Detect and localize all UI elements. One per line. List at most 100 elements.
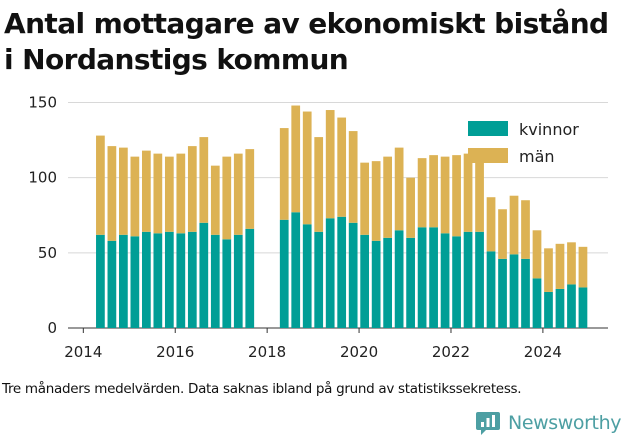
bar-man-2024-11 xyxy=(578,246,588,288)
legend-swatch-man xyxy=(468,148,508,163)
bar-man-2022-02 xyxy=(452,155,461,237)
bar-kvinnor-2019-02 xyxy=(314,231,324,328)
bar-kvinnor-2016-05 xyxy=(187,231,197,328)
bar-kvinnor-2023-11 xyxy=(532,278,542,328)
bar-kvinnor-2024-08 xyxy=(567,284,576,328)
bar-kvinnor-2024-11 xyxy=(578,287,588,328)
bar-kvinnor-2016-11 xyxy=(210,234,220,328)
bar-kvinnor-2015-05 xyxy=(141,231,151,328)
bar-kvinnor-2020-05 xyxy=(371,240,381,328)
brand-name: Newsworthy xyxy=(508,412,622,434)
bar-man-2019-08 xyxy=(337,117,347,217)
bar-man-2023-05 xyxy=(509,195,519,255)
bar-man-2018-08 xyxy=(291,105,301,213)
bar-kvinnor-2018-08 xyxy=(291,212,301,328)
bar-man-2021-08 xyxy=(429,155,438,228)
x-tick-label-2020: 2020 xyxy=(340,343,378,361)
bar-kvinnor-2022-08 xyxy=(475,231,484,328)
bar-kvinnor-2024-02 xyxy=(544,291,553,328)
bar-man-2022-05 xyxy=(463,153,473,232)
chart-title: Antal mottagare av ekonomiskt bistånd i … xyxy=(4,6,629,78)
newsworthy-logo-icon xyxy=(476,412,500,435)
chart-caption: Tre månaders medelvärden. Data saknas ib… xyxy=(2,381,522,397)
bar-kvinnor-2019-11 xyxy=(348,222,358,328)
bar-man-2022-11 xyxy=(486,197,496,252)
chart-title-line-2: i Nordanstigs kommun xyxy=(4,43,349,76)
bar-kvinnor-2016-08 xyxy=(199,222,209,328)
bar-man-2020-08 xyxy=(383,156,393,238)
bar-kvinnor-2015-11 xyxy=(164,231,174,328)
bar-man-2021-05 xyxy=(417,158,427,228)
bar-man-2020-05 xyxy=(371,161,381,241)
bar-kvinnor-2018-05 xyxy=(279,219,289,328)
bar-man-2021-02 xyxy=(406,177,415,238)
bar-kvinnor-2021-11 xyxy=(440,233,450,328)
bar-kvinnor-2022-11 xyxy=(486,251,496,328)
bar-kvinnor-2022-02 xyxy=(452,236,461,328)
bar-kvinnor-2018-11 xyxy=(302,224,312,328)
x-tick-label-2016: 2016 xyxy=(156,343,194,361)
bar-man-2020-02 xyxy=(360,162,370,235)
bar-kvinnor-2017-05 xyxy=(233,234,243,328)
bar-man-2015-05 xyxy=(141,150,151,232)
bar-kvinnor-2017-02 xyxy=(222,239,232,328)
bar-man-2016-02 xyxy=(176,153,186,234)
bar-kvinnor-2020-11 xyxy=(394,230,404,328)
bar-kvinnor-2019-05 xyxy=(325,218,335,328)
bar-man-2014-08 xyxy=(107,146,117,241)
bar-kvinnor-2019-08 xyxy=(337,216,347,328)
y-tick-label-100: 100 xyxy=(28,169,57,187)
bar-man-2015-08 xyxy=(153,153,163,234)
bar-man-2024-08 xyxy=(567,242,576,285)
bar-kvinnor-2021-05 xyxy=(417,227,427,328)
bar-man-2017-05 xyxy=(233,153,243,235)
bar-man-2024-02 xyxy=(544,248,553,292)
bar-kvinnor-2022-05 xyxy=(463,231,473,328)
bar-man-2018-05 xyxy=(279,128,289,220)
bar-man-2014-05 xyxy=(96,135,105,235)
bar-kvinnor-2017-08 xyxy=(245,228,255,328)
bar-man-2016-05 xyxy=(187,146,197,232)
bar-man-2023-11 xyxy=(532,230,542,279)
bar-man-2018-11 xyxy=(302,111,312,225)
x-tick-label-2014: 2014 xyxy=(64,343,102,361)
bar-kvinnor-2024-05 xyxy=(555,288,565,328)
bar-man-2024-05 xyxy=(555,243,565,289)
bar-man-2014-11 xyxy=(119,147,128,235)
bar-man-2023-02 xyxy=(498,209,507,259)
bar-man-2015-02 xyxy=(130,156,140,237)
bar-kvinnor-2021-08 xyxy=(429,227,438,328)
bar-kvinnor-2023-08 xyxy=(521,258,530,328)
bar-man-2017-08 xyxy=(245,149,255,229)
y-tick-label-50: 50 xyxy=(38,244,57,262)
x-tick-label-2018: 2018 xyxy=(248,343,286,361)
bar-man-2019-02 xyxy=(314,137,324,232)
bar-kvinnor-2014-08 xyxy=(107,240,117,328)
chart-title-line-1: Antal mottagare av ekonomiskt bistånd xyxy=(4,7,609,40)
bar-man-2016-08 xyxy=(199,137,209,223)
bar-man-2023-08 xyxy=(521,200,530,259)
bar-kvinnor-2015-02 xyxy=(130,236,140,328)
x-tick-label-2024: 2024 xyxy=(524,343,562,361)
bar-kvinnor-2020-02 xyxy=(360,234,370,328)
bar-man-2021-11 xyxy=(440,156,450,234)
bar-kvinnor-2023-02 xyxy=(498,258,507,328)
bar-man-2019-11 xyxy=(348,131,358,223)
bar-kvinnor-2023-05 xyxy=(509,254,519,328)
y-tick-label-150: 150 xyxy=(28,94,57,112)
brand-footer: Newsworthy xyxy=(474,408,621,438)
legend-swatch-kvinnor xyxy=(468,121,508,136)
bar-man-2020-11 xyxy=(394,147,404,231)
bar-kvinnor-2020-08 xyxy=(383,237,393,328)
bar-kvinnor-2021-02 xyxy=(406,237,415,328)
bar-kvinnor-2014-11 xyxy=(119,234,128,328)
bar-kvinnor-2015-08 xyxy=(153,233,163,328)
x-tick-label-2022: 2022 xyxy=(432,343,470,361)
bar-man-2017-02 xyxy=(222,156,232,240)
y-tick-label-0: 0 xyxy=(47,319,57,337)
bar-man-2016-11 xyxy=(210,165,220,235)
legend-label-kvinnor: kvinnor xyxy=(519,120,579,139)
bar-kvinnor-2014-05 xyxy=(96,234,105,328)
bar-man-2022-08 xyxy=(475,158,484,232)
